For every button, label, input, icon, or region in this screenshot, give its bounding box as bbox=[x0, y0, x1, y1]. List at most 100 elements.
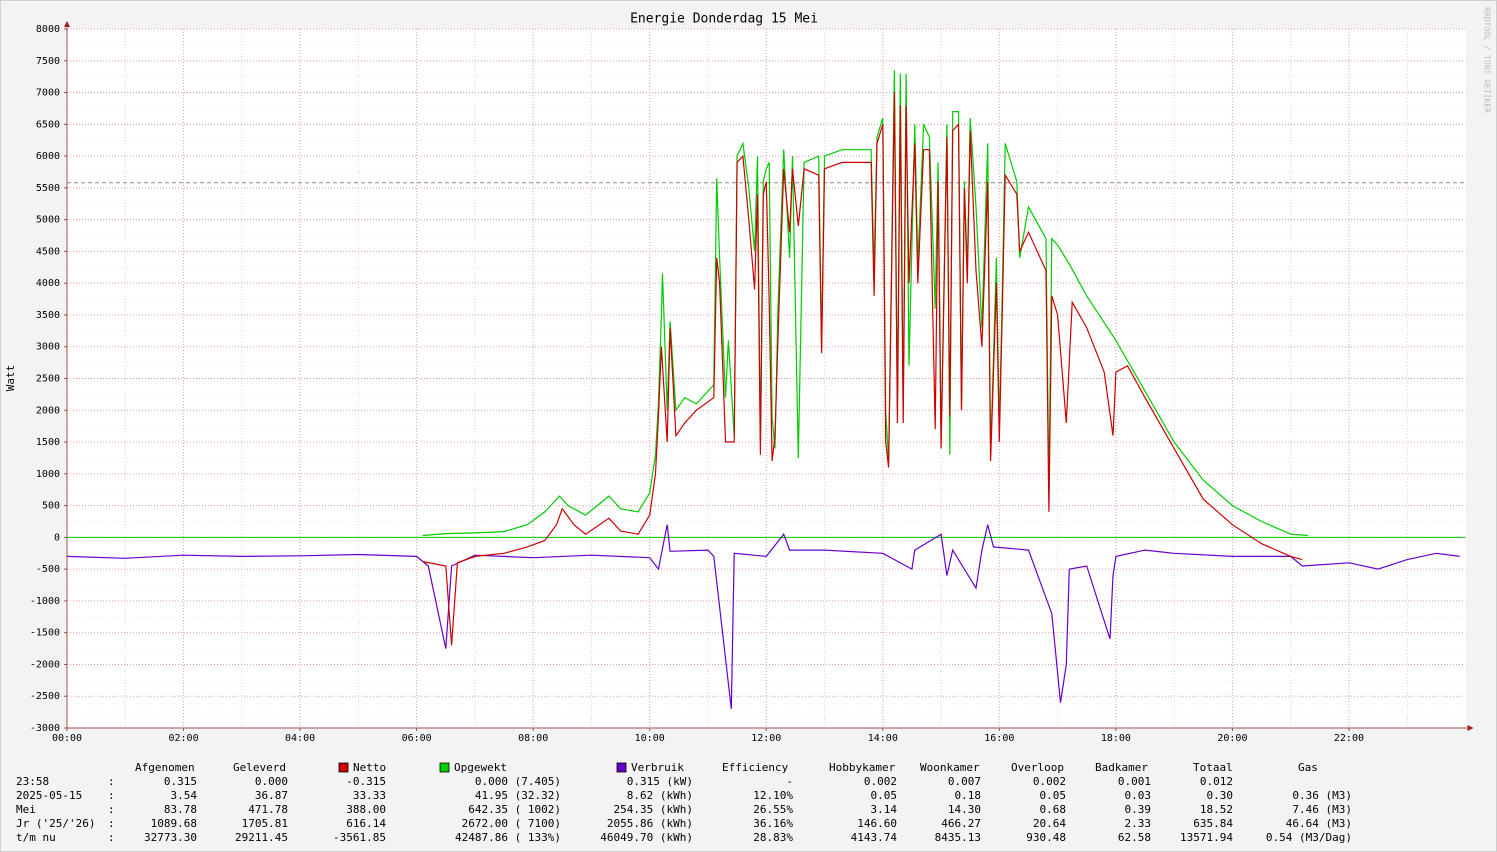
table-header: Efficiency bbox=[722, 761, 789, 774]
table-cell: 8435.13 bbox=[935, 831, 981, 844]
table-cell: 0.002 bbox=[864, 775, 897, 788]
table-cell: 0.68 bbox=[1040, 803, 1067, 816]
table-cell: 466.27 bbox=[941, 817, 981, 830]
y-tick-label: 2000 bbox=[36, 405, 60, 416]
table-cell: - bbox=[786, 775, 793, 788]
legend-swatch bbox=[338, 762, 349, 773]
table-cell: 2055.86 (kWh) bbox=[607, 817, 693, 830]
table-cell: 1705.81 bbox=[242, 817, 288, 830]
table-cell: 0.000 bbox=[255, 775, 288, 788]
chart-title: Energie Donderdag 15 Mei bbox=[630, 12, 818, 27]
y-tick-label: 5500 bbox=[36, 183, 60, 194]
table-header: Totaal bbox=[1193, 761, 1233, 774]
legend-swatch bbox=[439, 762, 450, 773]
y-tick-label: 1500 bbox=[36, 437, 60, 448]
y-tick-label: 6500 bbox=[36, 119, 60, 130]
x-tick-label: 20:00 bbox=[1217, 733, 1247, 744]
x-tick-label: 04:00 bbox=[285, 733, 315, 744]
table-cell: 0.001 bbox=[1118, 775, 1151, 788]
table-cell: 12.10% bbox=[753, 789, 793, 802]
table-cell: 4143.74 bbox=[851, 831, 898, 844]
table-cell: 62.58 bbox=[1118, 831, 1151, 844]
table-cell: 1089.68 bbox=[151, 817, 197, 830]
table-cell: 0.012 bbox=[1200, 775, 1233, 788]
table-cell: 20.64 bbox=[1033, 817, 1066, 830]
y-tick-label: 4000 bbox=[36, 278, 60, 289]
y-tick-label: 8000 bbox=[36, 24, 60, 35]
legend-entry: Opgewekt bbox=[454, 761, 507, 774]
separator: : bbox=[108, 803, 115, 816]
watermark: RRDTOOL / TOBI OETIKER bbox=[1483, 7, 1492, 113]
row-label: 23:58 bbox=[16, 775, 49, 788]
x-tick-label: 06:00 bbox=[402, 733, 432, 744]
table-cell: 0.002 bbox=[1033, 775, 1066, 788]
y-tick-label: 500 bbox=[42, 501, 60, 512]
table-cell: 14.30 bbox=[948, 803, 981, 816]
table-cell: 0.54 (M3/Dag) bbox=[1266, 831, 1352, 844]
row-label: t/m nu bbox=[16, 831, 56, 844]
y-axis-label: Watt bbox=[4, 365, 17, 392]
y-tick-label: 4500 bbox=[36, 246, 60, 257]
table-header: Hobbykamer bbox=[829, 761, 896, 774]
table-cell: 635.84 bbox=[1193, 817, 1233, 830]
y-tick-label: -3000 bbox=[30, 723, 60, 734]
separator: : bbox=[108, 831, 115, 844]
series-line bbox=[422, 70, 1309, 537]
table-cell: 0.315 bbox=[164, 775, 197, 788]
separator: : bbox=[108, 775, 115, 788]
y-tick-label: 7500 bbox=[36, 56, 60, 67]
table-cell: 32773.30 bbox=[144, 831, 197, 844]
table-cell: 3.14 bbox=[871, 803, 898, 816]
table-header: Gas bbox=[1298, 761, 1318, 774]
y-tick-label: 5000 bbox=[36, 215, 60, 226]
table-cell: 46.64 (M3) bbox=[1286, 817, 1352, 830]
table-cell: 46049.70 (kWh) bbox=[600, 831, 693, 844]
legend-entry: Verbruik bbox=[631, 761, 684, 774]
x-tick-label: 10:00 bbox=[635, 733, 665, 744]
table-cell: 28.83% bbox=[753, 831, 793, 844]
table-cell: 930.48 bbox=[1026, 831, 1066, 844]
y-tick-label: -1000 bbox=[30, 596, 60, 607]
legend-entry: Netto bbox=[353, 761, 386, 774]
axis-arrow bbox=[64, 21, 70, 27]
y-tick-label: 6000 bbox=[36, 151, 60, 162]
table-cell: 83.78 bbox=[164, 803, 197, 816]
table-cell: 41.95 (32.32) bbox=[475, 789, 561, 802]
x-tick-label: 08:00 bbox=[518, 733, 548, 744]
table-cell: 0.30 bbox=[1207, 789, 1234, 802]
table-cell: 254.35 (kWh) bbox=[614, 803, 693, 816]
table-cell: 2672.00 ( 7100) bbox=[462, 817, 561, 830]
axis-arrow bbox=[1467, 725, 1474, 731]
table-cell: 7.46 (M3) bbox=[1292, 803, 1352, 816]
table-cell: 26.55% bbox=[753, 803, 793, 816]
x-tick-label: 00:00 bbox=[52, 733, 82, 744]
y-tick-label: -500 bbox=[36, 564, 60, 575]
table-cell: 33.33 bbox=[353, 789, 386, 802]
row-label: Jr ('25/'26) bbox=[16, 817, 95, 830]
table-cell: 8.62 (kWh) bbox=[627, 789, 693, 802]
y-tick-label: -2000 bbox=[30, 659, 60, 670]
table-header: Badkamer bbox=[1095, 761, 1148, 774]
separator: : bbox=[108, 817, 115, 830]
table-header: Geleverd bbox=[233, 761, 286, 774]
row-label: Mei bbox=[16, 803, 36, 816]
separator: : bbox=[108, 789, 115, 802]
table-cell: 0.05 bbox=[1040, 789, 1067, 802]
table-cell: 0.36 (M3) bbox=[1292, 789, 1352, 802]
table-cell: 18.52 bbox=[1200, 803, 1233, 816]
legend-swatch bbox=[616, 762, 627, 773]
y-tick-label: 3500 bbox=[36, 310, 60, 321]
y-tick-label: -1500 bbox=[30, 628, 60, 639]
table-cell: 36.16% bbox=[753, 817, 793, 830]
table-header: Afgenomen bbox=[135, 761, 195, 774]
table-cell: 0.007 bbox=[948, 775, 981, 788]
table-cell: 2.33 bbox=[1125, 817, 1152, 830]
table-cell: 471.78 bbox=[248, 803, 288, 816]
series-line bbox=[422, 92, 1303, 646]
series-line bbox=[66, 524, 1460, 709]
y-tick-label: 3000 bbox=[36, 342, 60, 353]
y-tick-label: -2500 bbox=[30, 691, 60, 702]
table-cell: 0.03 bbox=[1125, 789, 1152, 802]
y-tick-label: 7000 bbox=[36, 88, 60, 99]
